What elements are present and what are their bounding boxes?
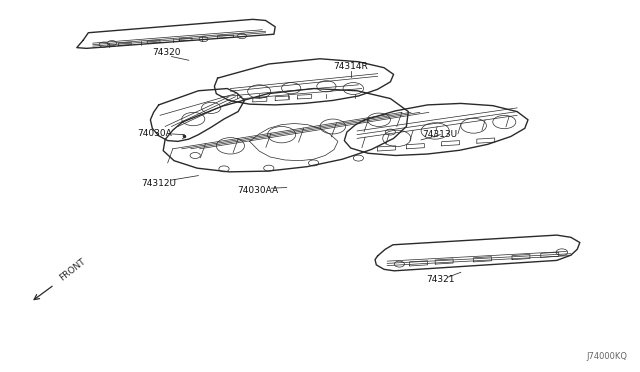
Text: FRONT: FRONT (58, 257, 87, 283)
Text: 74313U: 74313U (422, 130, 458, 139)
Text: 74312U: 74312U (141, 179, 176, 187)
Text: 74321: 74321 (426, 275, 455, 284)
Text: 74030A: 74030A (138, 129, 172, 138)
Text: 74320: 74320 (152, 48, 181, 57)
Text: J74000KQ: J74000KQ (586, 352, 627, 361)
Text: 74314R: 74314R (333, 62, 367, 71)
Text: 74030AA: 74030AA (237, 186, 278, 195)
